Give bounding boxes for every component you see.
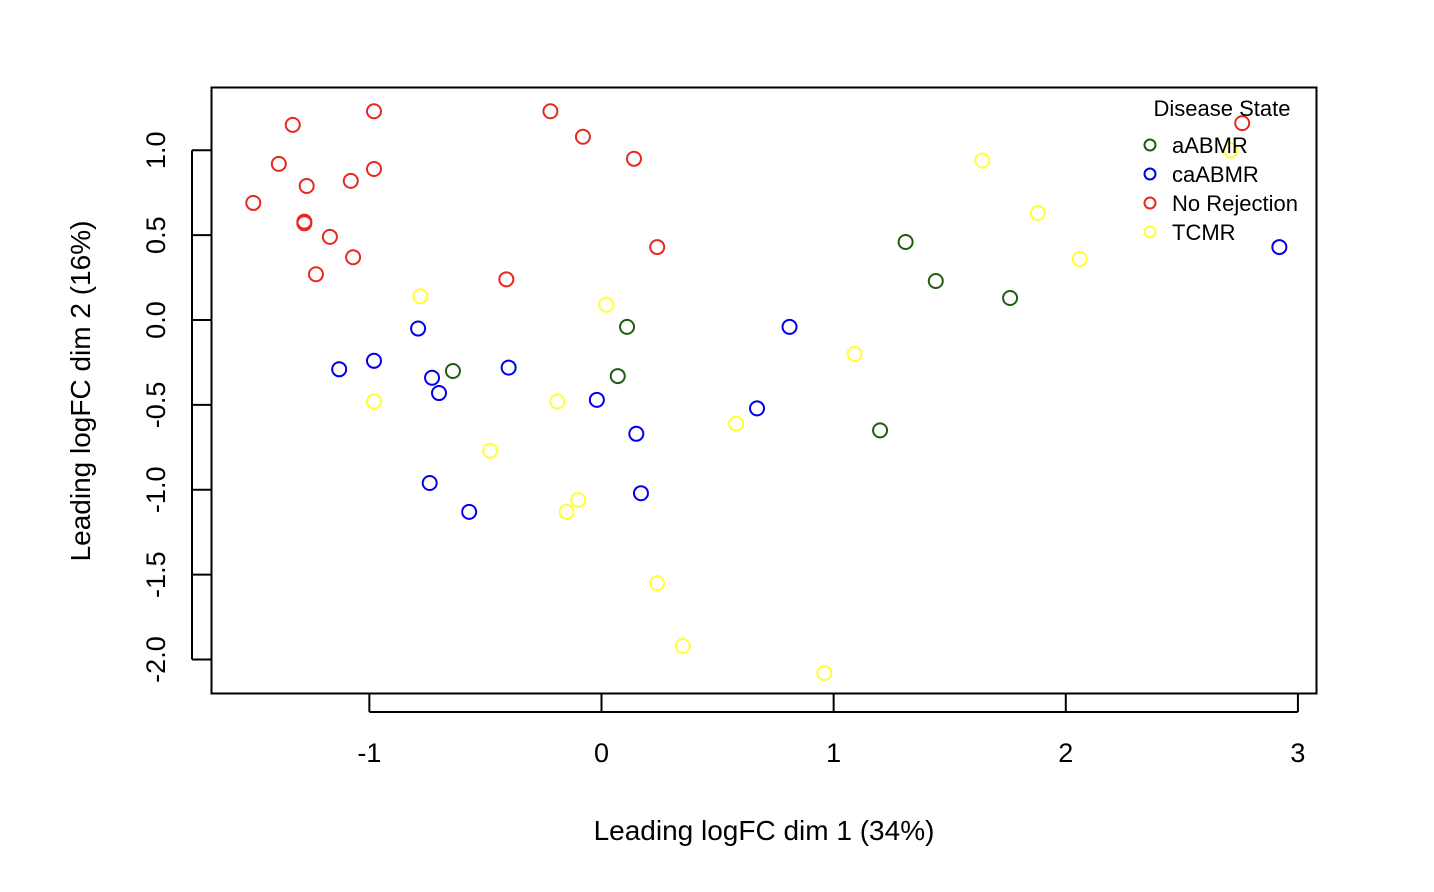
x-tick-label: 0 — [594, 738, 609, 768]
legend-label-caabmr: caABMR — [1172, 162, 1259, 187]
point-tcmr — [598, 296, 615, 313]
point-tcmr — [649, 575, 666, 592]
point-no-rejection — [342, 172, 359, 189]
legend-marker-caabmr — [1143, 167, 1157, 181]
plot-frame — [210, 86, 1318, 695]
point-no-rejection — [296, 213, 313, 230]
point-no-rejection — [366, 160, 382, 177]
point-caabmr — [366, 352, 382, 369]
point-tcmr — [974, 152, 991, 169]
point-no-rejection — [1234, 115, 1251, 132]
point-aabmr — [609, 368, 626, 385]
point-aabmr — [927, 273, 944, 290]
point-no-rejection — [284, 116, 301, 133]
data-points — [245, 103, 1288, 682]
point-caabmr — [424, 369, 441, 386]
point-aabmr — [619, 318, 636, 335]
point-tcmr — [1071, 250, 1088, 267]
y-tick-label: 1.0 — [141, 132, 171, 170]
y-tick-label: -1.5 — [141, 551, 171, 598]
point-caabmr — [1271, 239, 1288, 256]
point-tcmr — [1029, 205, 1046, 222]
point-tcmr — [674, 637, 691, 654]
point-no-rejection — [649, 239, 666, 256]
point-caabmr — [461, 503, 478, 520]
x-tick-label: 2 — [1058, 738, 1073, 768]
x-axis-title: Leading logFC dim 1 (34%) — [594, 815, 935, 846]
legend-marker-tcmr — [1143, 225, 1157, 239]
y-tick-label: -2.0 — [141, 636, 171, 683]
point-no-rejection — [345, 249, 362, 266]
point-caabmr — [431, 385, 447, 402]
point-aabmr — [897, 233, 914, 250]
point-tcmr — [549, 393, 566, 410]
point-aabmr — [872, 422, 889, 439]
point-no-rejection — [498, 271, 515, 288]
x-tick-label: 3 — [1290, 738, 1305, 768]
point-tcmr — [728, 415, 745, 432]
legend-label-aabmr: aABMR — [1172, 133, 1248, 158]
point-caabmr — [410, 320, 427, 337]
y-tick-label: 0.0 — [141, 301, 171, 339]
point-no-rejection — [626, 150, 642, 167]
legend: Disease State aABMR caABMR No Rejection TCM… — [1143, 96, 1298, 245]
legend-marker-no-rejection — [1143, 196, 1157, 210]
point-caabmr — [781, 318, 798, 335]
point-no-rejection — [298, 177, 315, 194]
point-no-rejection — [321, 228, 338, 245]
legend-items: aABMR caABMR No Rejection TCMR — [1143, 133, 1298, 245]
point-no-rejection — [366, 103, 382, 120]
point-caabmr — [628, 425, 645, 442]
x-axis: -1 0 1 2 3 — [357, 694, 1305, 768]
legend-label-tcmr: TCMR — [1172, 220, 1236, 245]
point-caabmr — [421, 475, 438, 492]
point-tcmr — [366, 393, 382, 410]
point-tcmr — [1222, 142, 1239, 159]
y-tick-label: -1.0 — [141, 467, 171, 514]
y-tick-label: 0.5 — [141, 216, 171, 254]
point-tcmr — [558, 503, 575, 520]
legend-label-no-rejection: No Rejection — [1172, 191, 1298, 216]
point-caabmr — [749, 400, 766, 417]
point-tcmr — [570, 491, 587, 508]
y-tick-label: -0.5 — [141, 382, 171, 429]
point-tcmr — [412, 288, 429, 305]
y-axis: -2.0 -1.5 -1.0 -0.5 0.0 0.5 1.0 — [141, 132, 211, 683]
point-no-rejection — [542, 103, 559, 120]
point-tcmr — [816, 665, 833, 682]
x-tick-label: 1 — [826, 738, 841, 768]
point-no-rejection — [574, 128, 591, 145]
legend-title: Disease State — [1154, 96, 1291, 121]
point-no-rejection — [270, 155, 287, 172]
point-caabmr — [500, 359, 517, 376]
point-caabmr — [632, 485, 649, 502]
point-caabmr — [588, 391, 605, 408]
point-no-rejection — [245, 194, 262, 211]
point-caabmr — [331, 361, 348, 378]
x-tick-label: -1 — [357, 738, 381, 768]
point-tcmr — [482, 442, 499, 459]
point-no-rejection — [307, 266, 324, 283]
point-tcmr — [846, 346, 863, 363]
point-aabmr — [1002, 289, 1019, 306]
y-axis-title: Leading logFC dim 2 (16%) — [65, 221, 96, 562]
legend-marker-aabmr — [1143, 138, 1157, 152]
point-aabmr — [444, 362, 461, 379]
